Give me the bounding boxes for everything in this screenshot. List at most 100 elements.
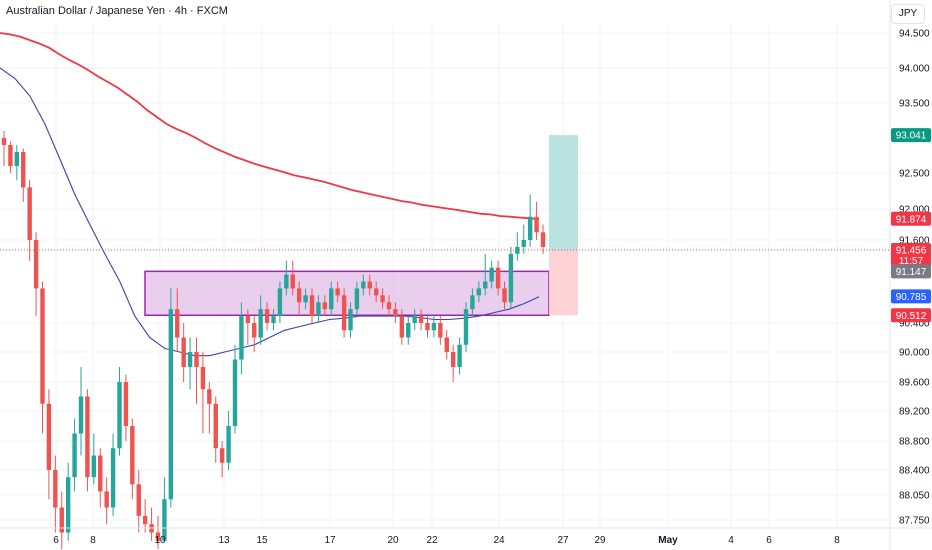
candle-body [33,240,39,289]
price-label-bg [891,242,931,267]
time-axis: 6 8 10 13 15 17 20 22 24 27 29 May 4 6 8 [0,527,932,546]
candle-body [232,359,238,426]
candle-body [290,274,295,289]
candle-body [418,316,424,323]
candle-body [213,403,218,449]
candle-body [65,477,71,533]
price-tick-label: 88.400 [899,466,930,477]
candle-body [393,309,398,317]
candle-body [168,309,174,500]
candle-body [540,232,546,247]
price-label-bg [891,211,931,226]
candle-body [110,448,116,508]
ema-blue-line [0,67,540,357]
price-label: 93.041 [896,131,927,142]
candle-body [277,288,283,317]
price-label: 91.456 [896,245,927,256]
candle-body [264,309,270,323]
time-tick-label: 10 [154,535,166,546]
price-tick-label: 91.600 [899,236,930,247]
candle-body [303,295,308,303]
demand-zone [144,270,550,317]
candle-body [431,323,437,331]
stop-zone [549,249,578,316]
candle-body [207,389,212,404]
candle-body [284,274,289,289]
moving-averages [0,32,890,357]
candle-body [438,323,443,338]
candle-body [53,470,58,508]
candle-body [85,396,90,478]
candle-body [155,532,161,541]
price-label-bg [891,264,931,279]
price-label: 91.147 [896,267,927,278]
candle-body [386,302,392,310]
candle-body [322,302,328,310]
candle-body [136,484,141,516]
target-zone [549,135,578,250]
candle-body [46,403,52,470]
candle-body [226,426,231,463]
candle-body [187,352,193,367]
candle-body [354,288,360,310]
currency-selector[interactable]: JPY [891,4,925,24]
candle-body [59,507,64,533]
candle-body [508,253,514,303]
candle-body [316,302,321,317]
chart-title: Australian Dollar / Japanese Yen · 4h · … [6,5,228,17]
price-tick-label: 89.200 [899,407,930,418]
price-tick-label: 88.050 [899,491,930,502]
candle-body [463,309,469,345]
candle-body [72,433,77,478]
candle-body [515,246,520,254]
candle-body [335,288,340,296]
candle-body [534,216,539,233]
candle-body [98,455,103,492]
candle-body [361,281,366,289]
price-tick-label: 87.750 [899,516,930,527]
candle-body [489,267,494,282]
candle-body [219,448,225,463]
price-label-bg [891,289,931,304]
price-axis: 94.500 94.000 93.500 92.500 92.000 91.600 90.4… [889,0,930,550]
time-tick-label: 6 [53,535,59,546]
time-tick-label: 13 [218,535,230,546]
candle-body [130,426,135,485]
price-tick-label: 90.000 [899,348,930,359]
candle-body [367,281,372,289]
time-tick-label: May [658,535,678,546]
chart-overlays [144,135,578,317]
candle-body [252,323,257,338]
candles [1,131,546,550]
candle-body [444,337,449,352]
candle-body [341,295,347,331]
price-tick-label: 92.000 [899,205,930,216]
candle-body [258,309,263,338]
price-tick-label: 90.400 [899,319,930,330]
countdown-label: 11:57 [899,256,924,267]
candle-body [162,499,167,541]
time-tick-label: 17 [324,535,336,546]
time-tick-label: 4 [728,535,734,546]
candle-body [476,288,482,296]
candle-body [425,323,430,331]
price-label: 91.874 [896,214,927,225]
candle-body [27,187,32,240]
candle-body [296,288,302,303]
candle-body [123,382,129,426]
time-tick-label: 8 [834,535,840,546]
candle-body [194,352,199,367]
time-tick-label: 27 [557,535,569,546]
price-tick-label: 88.800 [899,437,930,448]
candle-body [104,491,109,508]
candle-body [142,515,148,525]
candle-body [40,288,45,404]
price-tick-label: 94.500 [899,29,930,40]
price-tick-label: 92.500 [899,169,930,180]
candle-body [495,267,501,289]
price-tick-label: 89.600 [899,378,930,389]
candle-body [14,152,20,166]
price-label-bg [891,308,931,323]
